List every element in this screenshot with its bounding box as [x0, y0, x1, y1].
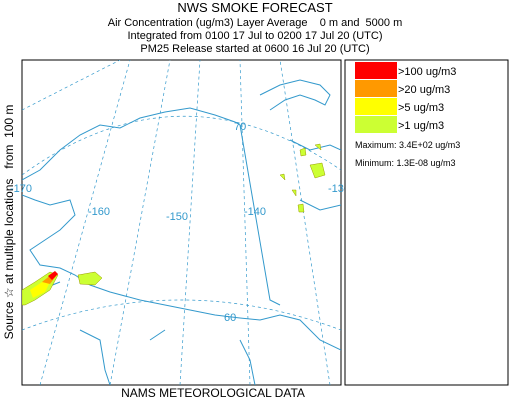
longitude-label: -170: [10, 183, 32, 195]
subtitle: PM25 Release started at 0600 16 Jul 20 (…: [140, 43, 369, 55]
legend-swatch: [355, 62, 397, 79]
legend-label: >1 ug/m3: [398, 120, 444, 132]
longitude-label: -150: [166, 211, 188, 223]
legend-label: >5 ug/m3: [398, 102, 444, 114]
latitude-label: 70: [234, 121, 246, 133]
legend: >100 ug/m3 >20 ug/m3 >5 ug/m3 >1 ug/m3 Maxim…: [344, 59, 509, 386]
subtitle: Integrated from 0100 17 Jul to 0200 17 J…: [128, 30, 383, 42]
legend-label: >100 ug/m3: [398, 66, 456, 78]
longitude-label: -140: [244, 206, 266, 218]
map: -170 -160 -150 -140 -130 70 60: [10, 59, 350, 386]
longitude-label: -160: [88, 206, 110, 218]
maximum: Maximum: 3.4E+02 ug/m3: [355, 140, 460, 150]
latitude-label: 60: [224, 312, 236, 324]
legend-swatch: [355, 80, 397, 97]
side-label: Source ☆ at multiple locations from 100 …: [2, 105, 16, 340]
footer: NAMS METEOROLOGICAL DATA: [121, 386, 305, 400]
subtitle: Air Concentration (ug/m3) Layer Average …: [108, 17, 403, 29]
title: NWS SMOKE FORECAST: [177, 0, 332, 15]
minimum: Minimum: 1.3E-08 ug/m3: [355, 158, 456, 168]
legend-swatch: [355, 116, 397, 133]
legend-label: >20 ug/m3: [398, 84, 450, 96]
legend-swatch: [355, 98, 397, 115]
